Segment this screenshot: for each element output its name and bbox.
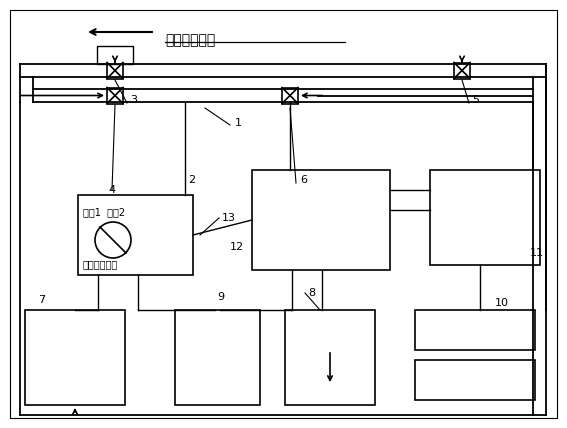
Bar [78, 195, 193, 275]
Bar [107, 62, 123, 78]
Text: 管道1  管道2: 管道1 管道2 [83, 207, 125, 217]
Text: 3: 3 [130, 95, 137, 105]
Text: 5: 5 [472, 95, 479, 105]
Bar [430, 170, 540, 265]
Bar [175, 310, 260, 405]
Text: 10: 10 [495, 298, 509, 308]
Text: 12: 12 [230, 242, 244, 252]
Bar [282, 87, 298, 104]
Bar [97, 46, 133, 64]
Text: 7: 7 [38, 295, 45, 305]
Bar [25, 310, 125, 405]
Bar [285, 310, 375, 405]
Text: 11: 11 [530, 248, 544, 258]
Text: 1: 1 [235, 118, 242, 128]
Bar [415, 310, 535, 350]
Text: 8: 8 [308, 288, 315, 298]
Text: 6: 6 [300, 175, 307, 185]
Text: 13: 13 [222, 213, 236, 223]
Text: 输入浆体管道: 输入浆体管道 [165, 33, 215, 47]
Bar [107, 87, 123, 104]
Text: 9: 9 [217, 292, 224, 302]
Text: 4: 4 [108, 185, 115, 195]
Text: 管道选择单元: 管道选择单元 [83, 259, 119, 269]
Text: 2: 2 [188, 175, 195, 185]
Bar [415, 360, 535, 400]
Bar [454, 62, 470, 78]
Circle shape [95, 222, 131, 258]
Bar [252, 170, 390, 270]
